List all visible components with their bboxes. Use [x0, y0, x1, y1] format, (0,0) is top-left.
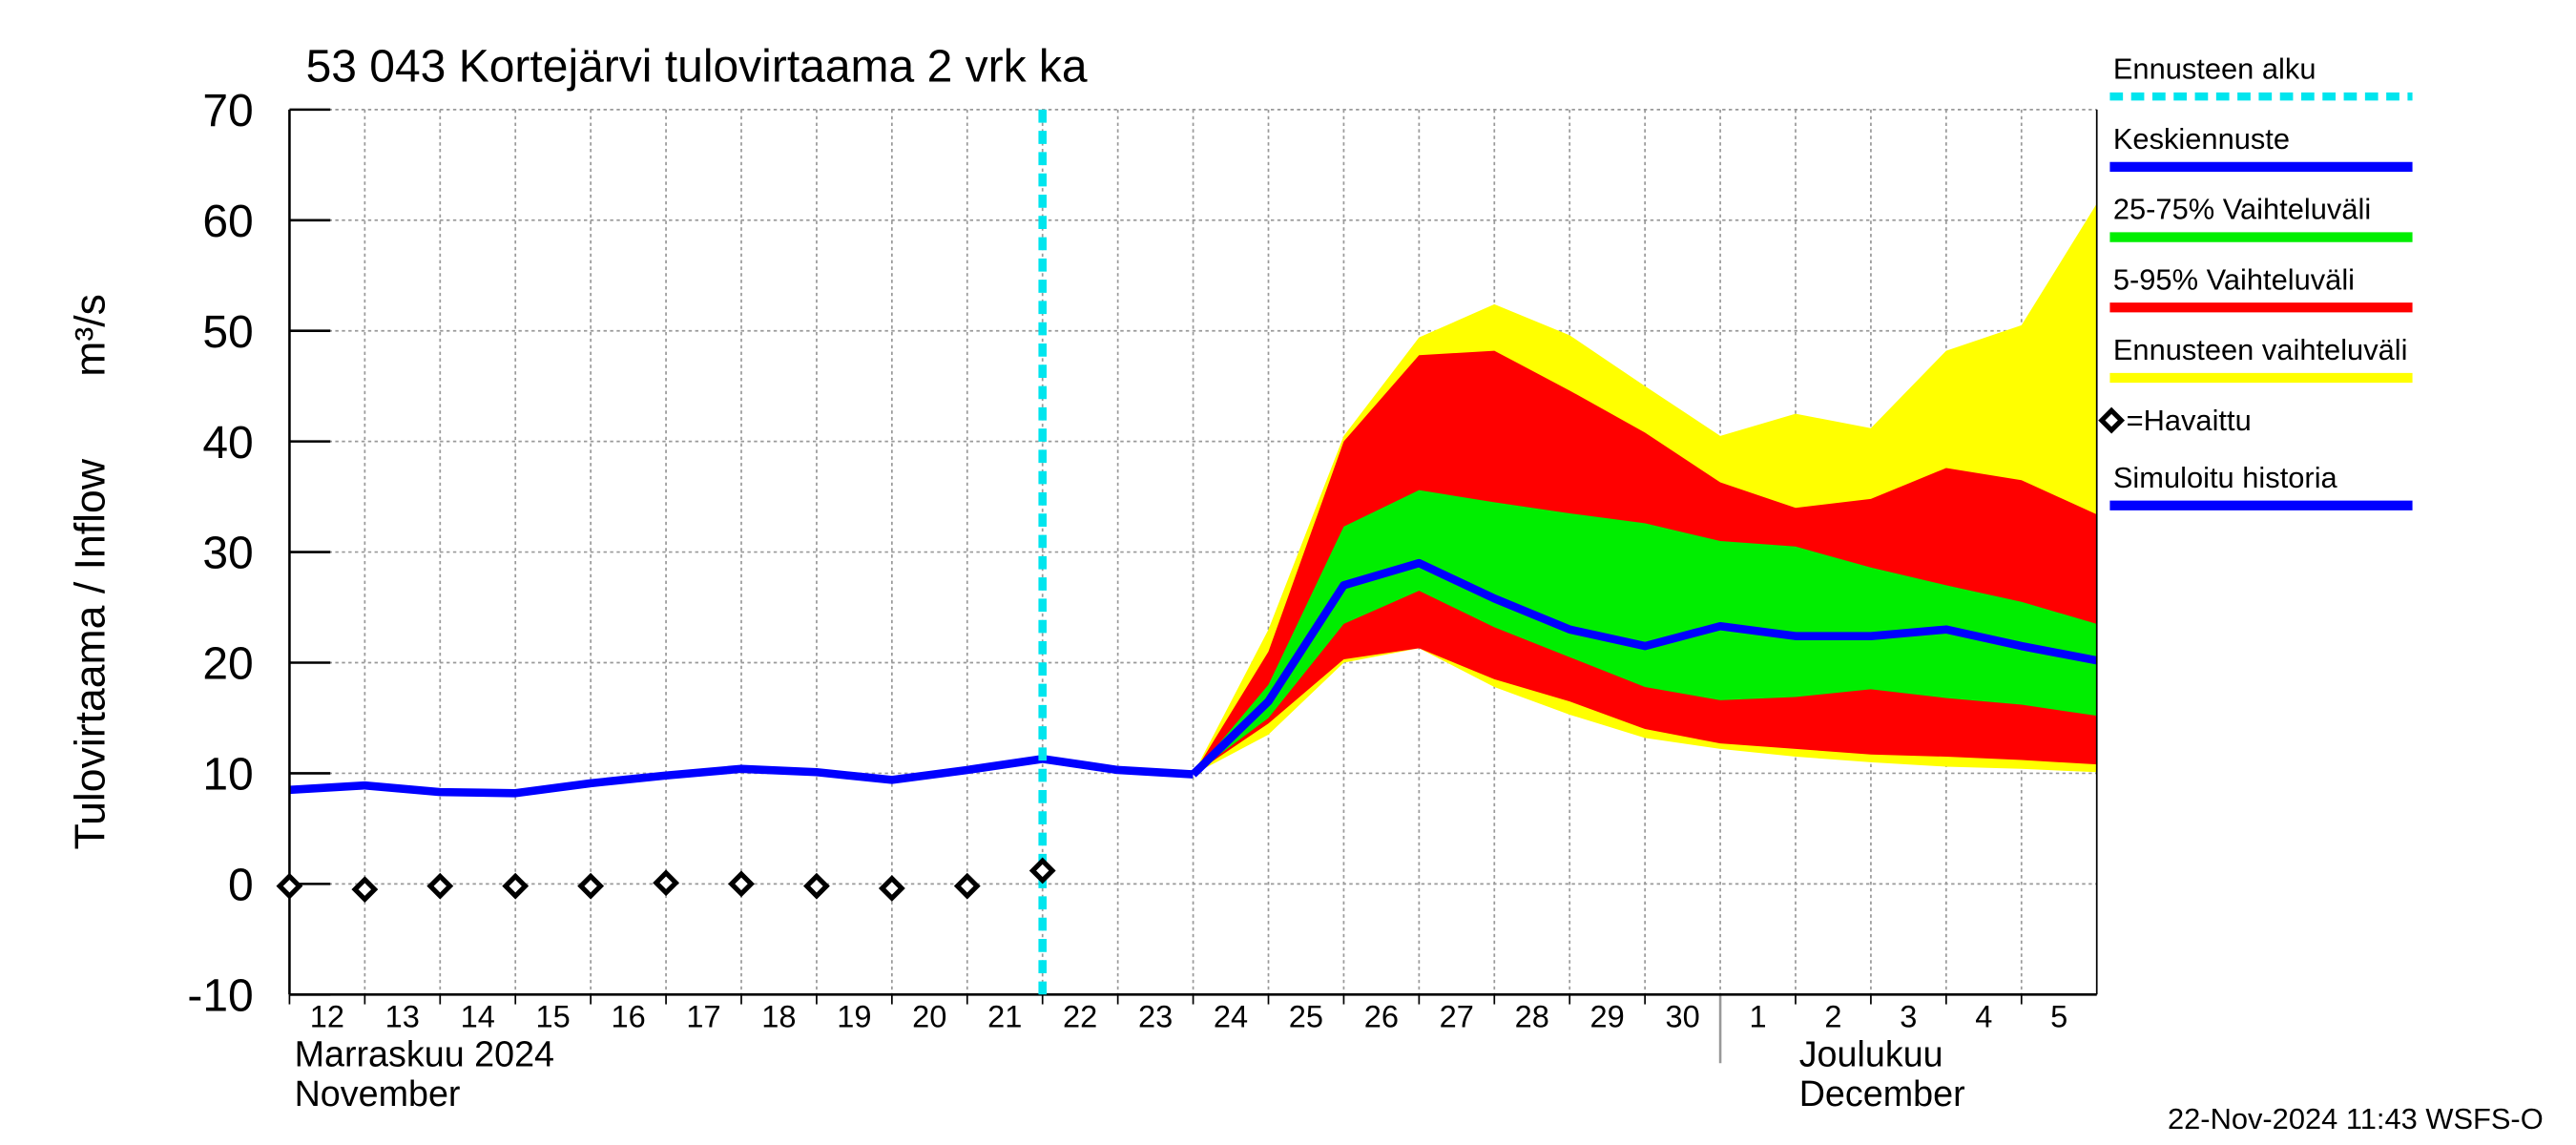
observed-point [803, 872, 830, 900]
x-tick-label: 21 [987, 1000, 1022, 1034]
legend-label: Keskiennuste [2113, 122, 2290, 156]
legend-label: =Havaittu [2127, 404, 2252, 437]
x-tick-label: 1 [1749, 1000, 1766, 1034]
x-tick-label: 2 [1824, 1000, 1841, 1034]
observed-point [878, 875, 905, 902]
observed-point [728, 870, 755, 898]
x-tick-label: 30 [1665, 1000, 1699, 1034]
y-tick-label: 60 [202, 197, 253, 247]
legend-label: Ennusteen alku [2113, 52, 2316, 85]
x-tick-label: 5 [2050, 1000, 2067, 1034]
legend-label: 25-75% Vaihteluväli [2113, 193, 2371, 226]
y-tick-label: 30 [202, 529, 253, 579]
month-label: December [1799, 1073, 1965, 1114]
x-tick-label: 29 [1590, 1000, 1625, 1034]
month-label: Joulukuu [1799, 1034, 1943, 1074]
legend-label: Ennusteen vaihteluväli [2113, 333, 2408, 366]
month-label: Marraskuu 2024 [295, 1034, 554, 1074]
y-tick-label: 70 [202, 86, 253, 136]
x-tick-label: 14 [461, 1000, 495, 1034]
y-tick-label: 50 [202, 307, 253, 358]
chart-title: 53 043 Kortejärvi tulovirtaama 2 vrk ka [306, 42, 1088, 93]
x-tick-label: 22 [1063, 1000, 1097, 1034]
x-tick-label: 23 [1138, 1000, 1173, 1034]
y-tick-label: 20 [202, 639, 253, 690]
legend-label: Simuloitu historia [2113, 461, 2338, 494]
line [1190, 558, 2098, 778]
x-tick-label: 16 [611, 1000, 645, 1034]
legend-label: 5-95% Vaihteluväli [2113, 262, 2355, 296]
x-tick-label: 25 [1289, 1000, 1323, 1034]
month-label: November [295, 1073, 461, 1114]
observed-point [426, 872, 454, 900]
y-tick-label: 0 [228, 861, 254, 911]
observed-point [653, 869, 679, 897]
y-tick-label: -10 [187, 970, 253, 1021]
x-tick-label: 4 [1975, 1000, 1992, 1034]
x-tick-label: 28 [1515, 1000, 1549, 1034]
y-tick-label: 40 [202, 418, 253, 468]
observed-point [276, 872, 303, 900]
observed-point [502, 872, 530, 900]
x-tick-label: 15 [536, 1000, 571, 1034]
x-tick-label: 12 [310, 1000, 344, 1034]
y-axis-label: Tulovirtaama / Inflow [68, 458, 114, 849]
observed-point [1028, 857, 1056, 885]
x-tick-label: 19 [837, 1000, 871, 1034]
x-tick-label: 20 [912, 1000, 946, 1034]
x-tick-label: 3 [1900, 1000, 1917, 1034]
x-tick-label: 18 [761, 1000, 796, 1034]
x-tick-label: 13 [385, 1000, 420, 1034]
observed-point [577, 872, 605, 900]
y-tick-label: 10 [202, 750, 253, 801]
x-tick-label: 26 [1364, 1000, 1399, 1034]
observed-point [351, 876, 379, 904]
x-tick-label: 27 [1440, 1000, 1474, 1034]
x-tick-label: 24 [1214, 1000, 1248, 1034]
footer: 22-Nov-2024 11:43 WSFS-O [2168, 1102, 2544, 1135]
x-tick-label: 17 [686, 1000, 720, 1034]
legend-marker [2098, 406, 2126, 434]
observed-point [953, 872, 981, 900]
y-axis-unit: m³/s [68, 294, 114, 377]
